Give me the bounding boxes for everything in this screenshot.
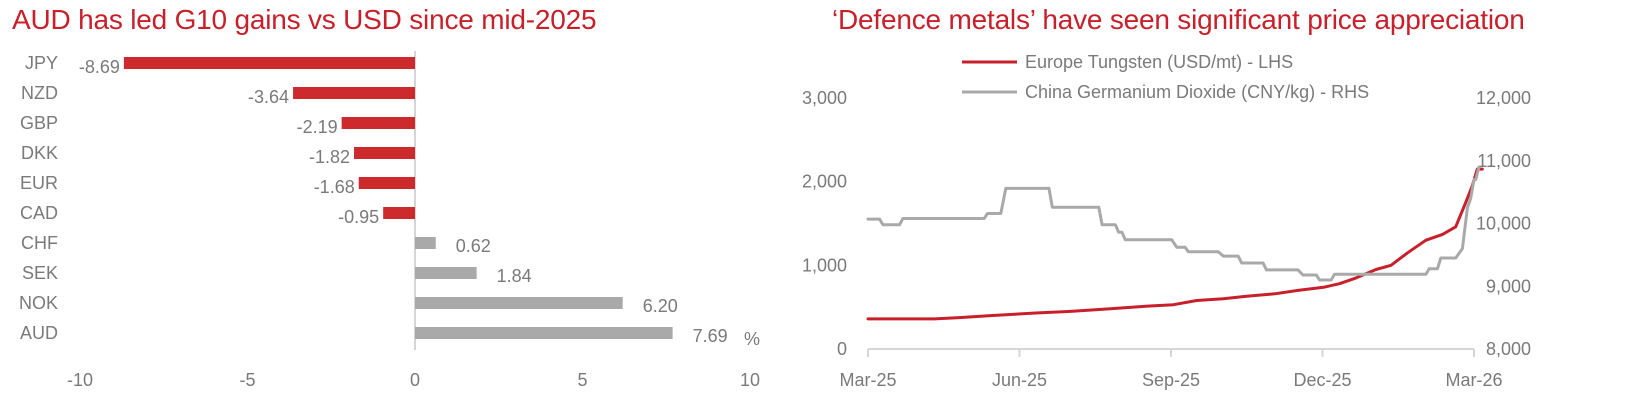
category-label-aud: AUD: [20, 323, 58, 343]
bar-dkk: [354, 147, 415, 159]
series-line-europe-tungsten-usd-mt-lhs: [866, 167, 1484, 321]
category-label-nzd: NZD: [21, 83, 58, 103]
bar-nzd: [293, 87, 415, 99]
y-left-tick-label-1-000: 1,000: [802, 255, 847, 275]
bar-chf: [415, 237, 436, 249]
right-chart-title: ‘Defence metals’ have seen significant p…: [832, 4, 1525, 35]
y-left-tick-label-2-000: 2,000: [802, 172, 847, 192]
category-label-jpy: JPY: [25, 53, 58, 73]
x-tick-label-0: 0: [410, 370, 420, 390]
left-chart-title: AUD has led G10 gains vs USD since mid-2…: [12, 4, 597, 35]
x-tick-label-mar-26: Mar-26: [1445, 370, 1502, 390]
y-right-tick-label-11-000: 11,000: [1477, 151, 1531, 171]
series-line-china-germanium-dioxide-cny-kg-rhs: [866, 165, 1481, 282]
category-label-gbp: GBP: [20, 113, 58, 133]
bar-cad: [383, 207, 415, 219]
defence-metals-line-chart: Mar-25 Jun-25 Sep-25 Dec-25 Mar-26 0 1,000 2,00…: [802, 52, 1531, 390]
category-label-eur: EUR: [20, 173, 58, 193]
category-label-chf: CHF: [21, 233, 58, 253]
data-label-chf: 0.62: [456, 236, 491, 256]
data-label-eur: -1.68: [314, 177, 355, 197]
data-label-aud: 7.69: [693, 326, 728, 346]
bar-jpy: [123, 57, 415, 69]
bar-aud: [415, 327, 673, 339]
data-label-gbp: -2.19: [297, 117, 338, 137]
category-label-sek: SEK: [22, 263, 58, 283]
x-tick-label-jun-25: Jun-25: [992, 370, 1047, 390]
y-right-tick-label-9-000: 9,000: [1486, 276, 1531, 296]
unit-label: %: [744, 329, 760, 349]
data-label-nzd: -3.64: [248, 87, 289, 107]
bar-gbp: [341, 117, 415, 129]
category-label-nok: NOK: [19, 293, 58, 313]
fx-bar-chart: JPY -8.69 NZD -3.64 GBP -2.19 DKK -1.82 EUR -1.68…: [19, 51, 760, 390]
bar-eur: [358, 177, 415, 189]
x-tick-label-mar-25: Mar-25: [839, 370, 896, 390]
y-right-tick-label-12-000: 12,000: [1476, 88, 1531, 108]
data-label-jpy: -8.69: [79, 57, 120, 77]
y-left-tick-label-0: 0: [837, 339, 847, 359]
y-right-tick-label-8-000: 8,000: [1486, 339, 1531, 359]
category-label-dkk: DKK: [21, 143, 58, 163]
y-left-tick-label-3-000: 3,000: [802, 88, 847, 108]
data-label-sek: 1.84: [497, 266, 532, 286]
x-tick-label-5: -5: [239, 370, 255, 390]
x-tick-label-dec-25: Dec-25: [1293, 370, 1351, 390]
x-tick-label-10: -10: [67, 370, 93, 390]
y-right-tick-label-10-000: 10,000: [1476, 214, 1531, 234]
x-tick-label-sep-25: Sep-25: [1142, 370, 1200, 390]
data-label-cad: -0.95: [338, 207, 379, 227]
legend-label-china-germanium-dioxide-cny-kg-rhs: China Germanium Dioxide (CNY/kg) - RHS: [1025, 82, 1369, 102]
legend-label-europe-tungsten-usd-mt-lhs: Europe Tungsten (USD/mt) - LHS: [1025, 52, 1293, 72]
category-label-cad: CAD: [20, 203, 58, 223]
bar-sek: [415, 267, 477, 279]
bar-nok: [415, 297, 623, 309]
data-label-nok: 6.20: [643, 296, 678, 316]
x-tick-label-10: 10: [740, 370, 760, 390]
x-tick-label-5: 5: [577, 370, 587, 390]
data-label-dkk: -1.82: [309, 147, 350, 167]
